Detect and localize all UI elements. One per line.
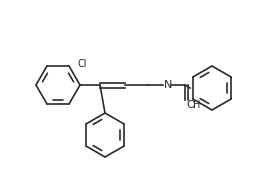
- Text: Cl: Cl: [77, 59, 86, 69]
- Text: O: O: [186, 100, 195, 110]
- Text: N: N: [164, 80, 172, 90]
- Text: H: H: [193, 100, 200, 110]
